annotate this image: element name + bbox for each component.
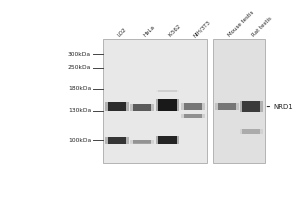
- Text: 180kDa: 180kDa: [68, 86, 91, 91]
- Text: Mouse testis: Mouse testis: [227, 10, 255, 38]
- Bar: [130, 143, 154, 144]
- Bar: [181, 114, 205, 118]
- Bar: [213, 39, 265, 163]
- Text: NIH/3T3: NIH/3T3: [193, 19, 212, 38]
- Text: 100kDa: 100kDa: [68, 138, 91, 143]
- Bar: [133, 143, 152, 144]
- Bar: [239, 129, 263, 134]
- Text: K-562: K-562: [167, 23, 182, 38]
- Text: 250kDa: 250kDa: [68, 65, 91, 70]
- Bar: [181, 103, 205, 110]
- Bar: [156, 99, 179, 111]
- Text: 130kDa: 130kDa: [68, 108, 91, 113]
- Bar: [130, 104, 154, 111]
- Bar: [108, 137, 126, 144]
- Bar: [158, 136, 177, 144]
- Bar: [239, 101, 263, 112]
- Bar: [133, 104, 152, 111]
- Bar: [158, 99, 177, 111]
- Bar: [133, 140, 152, 143]
- Bar: [105, 137, 129, 144]
- Bar: [184, 114, 202, 118]
- Bar: [103, 39, 207, 163]
- Text: 300kDa: 300kDa: [68, 52, 91, 57]
- Bar: [218, 103, 236, 110]
- Bar: [130, 140, 154, 143]
- Bar: [108, 102, 126, 111]
- Bar: [215, 103, 239, 110]
- Bar: [156, 90, 179, 92]
- Bar: [158, 90, 177, 92]
- Bar: [184, 103, 202, 110]
- Bar: [242, 101, 260, 112]
- Text: NRD1: NRD1: [273, 104, 293, 110]
- Bar: [105, 102, 129, 111]
- Text: Rat testis: Rat testis: [251, 16, 273, 38]
- Text: LO2: LO2: [117, 27, 128, 38]
- Text: HeLa: HeLa: [142, 24, 156, 38]
- Bar: [242, 129, 260, 134]
- Bar: [156, 136, 179, 144]
